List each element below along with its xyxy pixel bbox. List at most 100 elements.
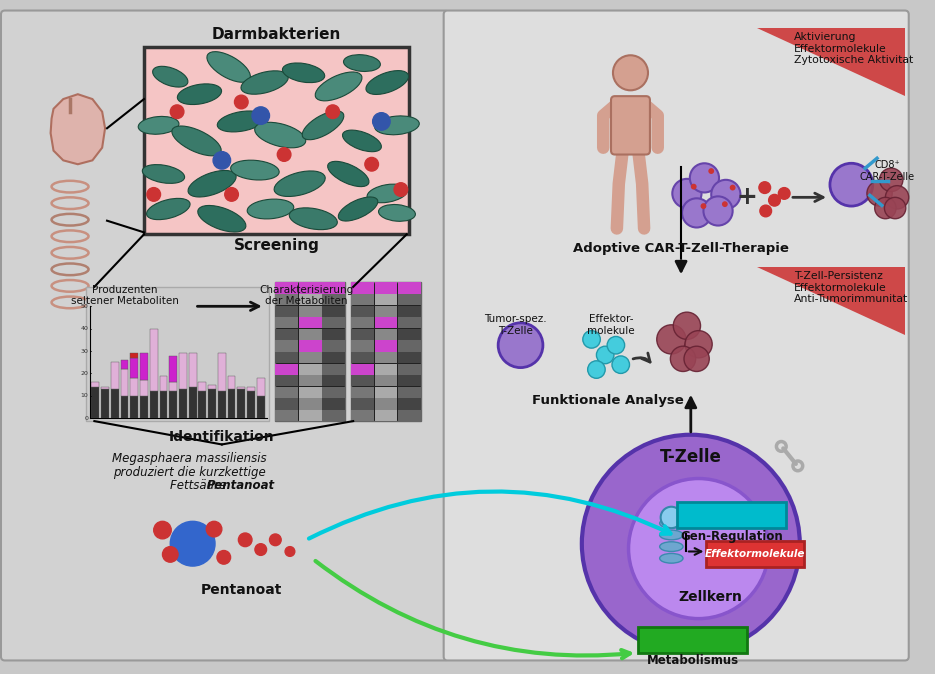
Bar bbox=[398, 364, 421, 375]
Bar bbox=[237, 387, 245, 389]
Circle shape bbox=[759, 182, 770, 193]
Circle shape bbox=[207, 521, 222, 537]
Ellipse shape bbox=[274, 171, 325, 197]
Text: produziert die kurzkettige: produziert die kurzkettige bbox=[113, 466, 266, 479]
Bar bbox=[322, 317, 345, 328]
Circle shape bbox=[769, 194, 781, 206]
FancyBboxPatch shape bbox=[611, 96, 650, 154]
Bar bbox=[130, 378, 138, 396]
Bar bbox=[322, 398, 345, 410]
Circle shape bbox=[709, 168, 714, 174]
Text: T-Zelle: T-Zelle bbox=[660, 448, 722, 466]
Circle shape bbox=[722, 202, 727, 207]
Circle shape bbox=[285, 547, 295, 556]
Circle shape bbox=[661, 507, 682, 528]
Text: Produzenten
seltener Metaboliten: Produzenten seltener Metaboliten bbox=[71, 285, 179, 307]
Bar bbox=[275, 387, 298, 398]
Bar bbox=[247, 392, 255, 418]
Bar bbox=[179, 353, 187, 389]
Bar bbox=[275, 375, 298, 386]
Bar bbox=[160, 375, 167, 392]
Bar bbox=[352, 282, 422, 421]
Bar bbox=[375, 352, 397, 363]
Text: +: + bbox=[737, 185, 757, 210]
Ellipse shape bbox=[152, 66, 188, 87]
Circle shape bbox=[670, 346, 696, 371]
Bar bbox=[398, 375, 421, 386]
Bar bbox=[121, 369, 128, 396]
Bar bbox=[375, 398, 397, 410]
Bar bbox=[375, 317, 397, 328]
Bar bbox=[322, 329, 345, 340]
Bar bbox=[189, 353, 196, 387]
Bar bbox=[298, 352, 322, 363]
Bar bbox=[298, 294, 322, 305]
Circle shape bbox=[874, 197, 896, 219]
Bar bbox=[198, 382, 207, 392]
Bar bbox=[322, 282, 345, 294]
Bar bbox=[398, 352, 421, 363]
Ellipse shape bbox=[282, 63, 324, 83]
Circle shape bbox=[170, 105, 184, 119]
Bar bbox=[189, 387, 196, 418]
Circle shape bbox=[278, 148, 291, 161]
Bar bbox=[86, 287, 268, 421]
FancyBboxPatch shape bbox=[706, 541, 804, 567]
Ellipse shape bbox=[327, 161, 369, 187]
Bar bbox=[352, 317, 374, 328]
Text: T-Zell-Persistenz
Effektormolekule
Anti-Tumorimmunitat: T-Zell-Persistenz Effektormolekule Anti-… bbox=[794, 271, 908, 305]
Bar bbox=[111, 389, 119, 418]
Circle shape bbox=[613, 55, 648, 90]
Ellipse shape bbox=[172, 126, 222, 156]
Ellipse shape bbox=[343, 55, 381, 71]
Bar bbox=[398, 294, 421, 305]
Bar bbox=[247, 387, 255, 392]
Bar bbox=[352, 282, 374, 294]
Text: 40: 40 bbox=[80, 326, 89, 331]
Ellipse shape bbox=[147, 198, 190, 220]
Bar bbox=[322, 387, 345, 398]
Polygon shape bbox=[50, 94, 105, 164]
Bar bbox=[375, 305, 397, 317]
Circle shape bbox=[700, 203, 706, 209]
Circle shape bbox=[163, 547, 178, 562]
Ellipse shape bbox=[198, 206, 246, 232]
Bar bbox=[275, 282, 298, 294]
Circle shape bbox=[269, 534, 281, 546]
Bar bbox=[275, 410, 298, 421]
Text: Screening: Screening bbox=[234, 238, 319, 253]
Bar bbox=[209, 385, 216, 389]
Bar bbox=[275, 364, 298, 375]
Text: 50: 50 bbox=[80, 304, 89, 309]
Bar bbox=[398, 329, 421, 340]
Text: Effektormolekule: Effektormolekule bbox=[705, 549, 805, 559]
Bar bbox=[275, 329, 298, 340]
Bar bbox=[92, 382, 99, 387]
Bar bbox=[352, 340, 374, 352]
Bar bbox=[352, 364, 374, 375]
Ellipse shape bbox=[247, 199, 294, 219]
Circle shape bbox=[712, 180, 741, 209]
Ellipse shape bbox=[366, 71, 409, 94]
Bar bbox=[218, 392, 225, 418]
Bar bbox=[352, 375, 374, 386]
Ellipse shape bbox=[254, 122, 306, 148]
Ellipse shape bbox=[142, 164, 184, 183]
Bar bbox=[298, 340, 322, 352]
Bar bbox=[298, 305, 322, 317]
Bar bbox=[101, 389, 109, 418]
Circle shape bbox=[830, 163, 872, 206]
Circle shape bbox=[224, 187, 238, 202]
Bar bbox=[237, 389, 245, 418]
Bar bbox=[375, 410, 397, 421]
Circle shape bbox=[885, 185, 909, 209]
Ellipse shape bbox=[231, 160, 280, 180]
Bar bbox=[352, 410, 374, 421]
Ellipse shape bbox=[217, 111, 266, 132]
Text: Adoptive CAR-T-Zell-Therapie: Adoptive CAR-T-Zell-Therapie bbox=[573, 242, 789, 255]
Circle shape bbox=[583, 331, 600, 348]
FancyBboxPatch shape bbox=[1, 11, 449, 661]
Ellipse shape bbox=[289, 208, 338, 230]
Ellipse shape bbox=[138, 117, 179, 134]
Ellipse shape bbox=[188, 171, 237, 197]
